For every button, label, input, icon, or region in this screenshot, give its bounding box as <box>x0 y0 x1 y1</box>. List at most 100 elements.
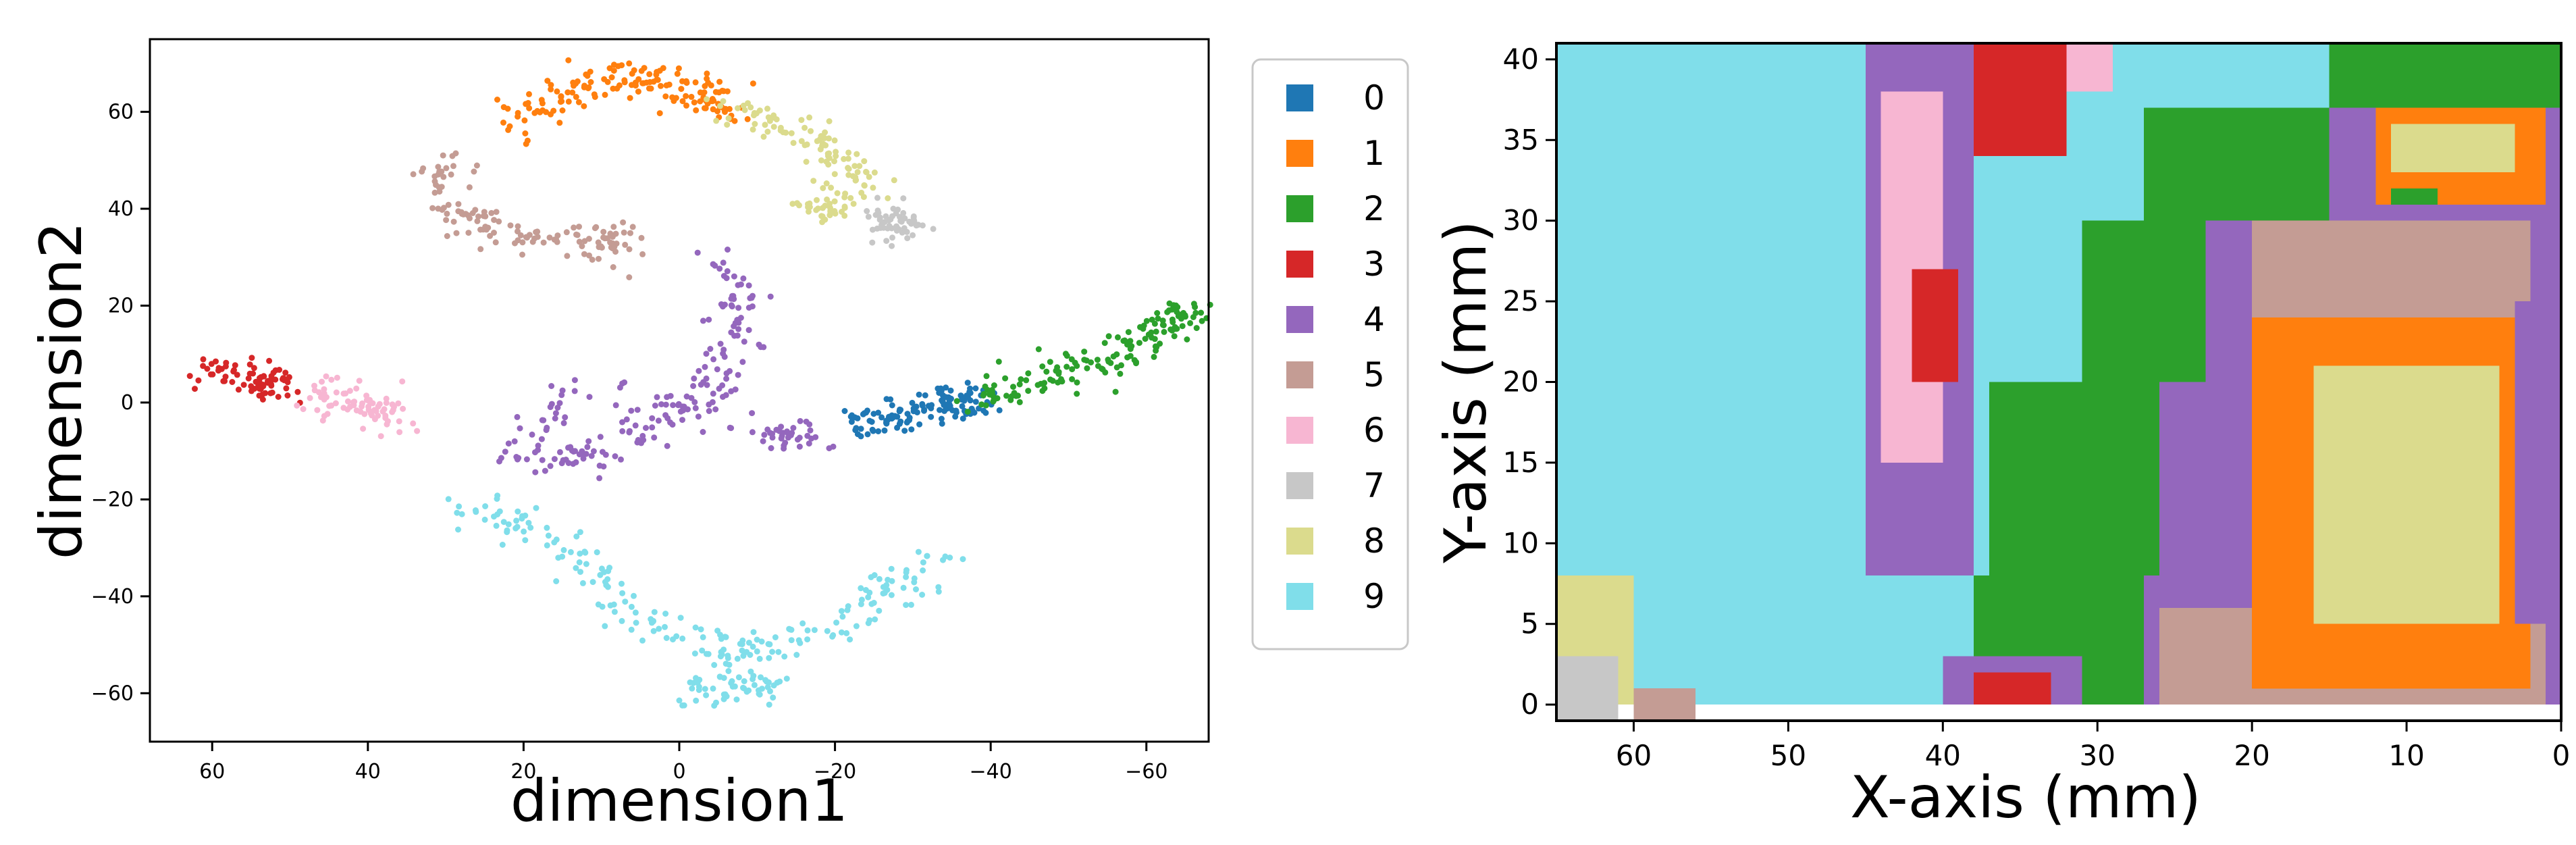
point <box>618 456 624 463</box>
point <box>1002 375 1009 382</box>
point <box>865 594 872 600</box>
point <box>491 513 497 520</box>
point <box>531 109 538 116</box>
point <box>395 400 402 407</box>
point <box>858 426 864 432</box>
point <box>818 133 824 139</box>
point <box>606 65 613 72</box>
point <box>737 315 744 321</box>
point <box>229 379 236 385</box>
point <box>916 421 923 428</box>
point <box>648 85 654 92</box>
point <box>982 402 989 409</box>
point <box>691 399 698 405</box>
point <box>1127 346 1134 353</box>
point <box>633 619 639 626</box>
point <box>806 440 812 447</box>
point <box>947 387 954 394</box>
point <box>514 456 521 463</box>
point <box>353 385 360 392</box>
point <box>592 94 598 100</box>
point <box>482 213 489 220</box>
point <box>383 395 390 402</box>
x-tick-label: −40 <box>970 760 1012 784</box>
point <box>935 386 942 392</box>
point <box>782 440 789 446</box>
point <box>573 565 579 571</box>
point <box>770 694 777 701</box>
point <box>883 238 890 245</box>
point <box>619 580 625 587</box>
point <box>664 394 671 401</box>
point <box>693 697 700 704</box>
point <box>870 600 877 606</box>
y-tick-label: 30 <box>1503 204 1539 237</box>
point <box>713 118 720 124</box>
point <box>581 103 587 109</box>
point <box>908 426 915 433</box>
point <box>485 224 492 231</box>
point <box>710 685 716 692</box>
point <box>519 251 525 258</box>
point <box>1088 359 1095 365</box>
point <box>396 429 403 436</box>
point <box>1184 336 1190 342</box>
point <box>764 684 771 690</box>
point <box>652 403 658 409</box>
series-3 <box>186 355 303 406</box>
point <box>471 168 477 175</box>
point <box>359 403 365 410</box>
point <box>885 195 891 201</box>
point <box>1190 301 1197 307</box>
point <box>472 207 479 213</box>
point <box>822 142 829 149</box>
point <box>570 449 577 455</box>
point <box>733 696 740 703</box>
point <box>602 91 608 98</box>
point <box>1179 323 1186 330</box>
point <box>1081 357 1088 363</box>
x-tick-label: −60 <box>1125 760 1167 784</box>
point <box>519 239 526 246</box>
point <box>919 222 926 229</box>
point <box>559 387 566 394</box>
point <box>1127 338 1134 344</box>
point <box>1094 357 1101 363</box>
point <box>679 635 686 642</box>
point <box>750 676 756 682</box>
point <box>720 691 727 698</box>
point <box>702 686 708 692</box>
point <box>734 332 741 339</box>
y-tick-label: 60 <box>108 101 134 124</box>
point <box>904 235 911 242</box>
point <box>656 110 663 117</box>
point <box>326 403 333 409</box>
point <box>245 375 252 382</box>
point <box>639 637 646 644</box>
point <box>965 394 972 401</box>
point <box>445 201 452 208</box>
point <box>819 213 826 220</box>
point <box>259 396 266 403</box>
point <box>1133 359 1139 365</box>
point <box>750 643 756 650</box>
point <box>910 405 917 412</box>
point <box>593 224 600 230</box>
point <box>548 383 555 389</box>
point <box>455 201 462 207</box>
point <box>639 251 646 257</box>
legend-swatch-9 <box>1286 583 1313 610</box>
point <box>814 197 820 203</box>
point <box>532 469 539 476</box>
point <box>473 162 480 169</box>
point <box>440 174 447 180</box>
point <box>858 596 865 603</box>
point <box>703 351 710 357</box>
point <box>1081 349 1088 355</box>
point <box>765 641 772 647</box>
point <box>259 382 266 388</box>
point <box>959 403 966 409</box>
point <box>983 373 990 380</box>
point <box>1039 363 1046 369</box>
